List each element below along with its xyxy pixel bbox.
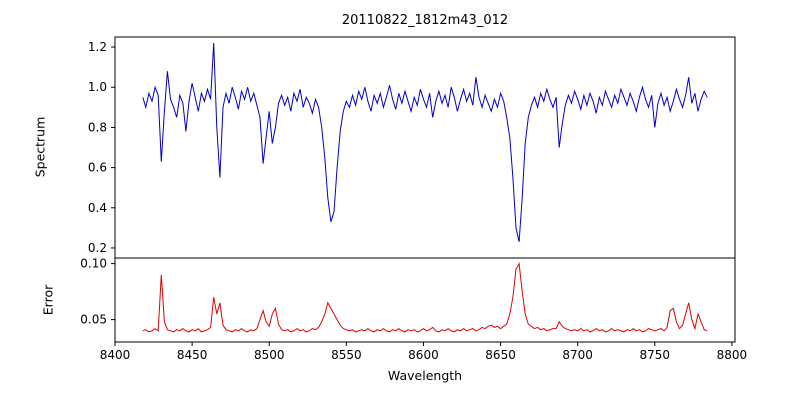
- error-axes-box: [114, 257, 736, 343]
- xtick-label: 8750: [640, 348, 671, 362]
- spectrum-ytick-label: 0.6: [88, 161, 107, 175]
- spectrum-axis-label: Spectrum: [32, 116, 48, 178]
- xtick-label: 8550: [331, 348, 362, 362]
- chart-title: 20110822_1812m43_012: [341, 13, 509, 28]
- spectrum-ytick-label: 1.0: [88, 80, 107, 94]
- xtick-label: 8600: [408, 348, 439, 362]
- xtick-label: 8450: [177, 348, 208, 362]
- xtick-label: 8800: [717, 348, 748, 362]
- error-axis-label: Error: [40, 284, 56, 316]
- xtick-label: 8700: [562, 348, 593, 362]
- xtick-label: 8650: [485, 348, 516, 362]
- error-line: [142, 261, 708, 333]
- spectrum-line: [142, 42, 708, 243]
- spectrum-ytick-label: 0.8: [88, 120, 107, 134]
- spectrum-ytick-label: 1.2: [88, 40, 107, 54]
- spectrum-axes-box: [114, 36, 736, 259]
- error-ytick-label: 0.05: [80, 313, 107, 327]
- error-ytick-label: 0.10: [80, 257, 107, 271]
- xtick-label: 8400: [100, 348, 131, 362]
- spectrum-ytick-label: 0.2: [88, 241, 107, 255]
- xtick-label: 8500: [254, 348, 285, 362]
- wavelength-axis-label: Wavelength: [387, 368, 463, 383]
- spectrum-ytick-label: 0.4: [88, 201, 107, 215]
